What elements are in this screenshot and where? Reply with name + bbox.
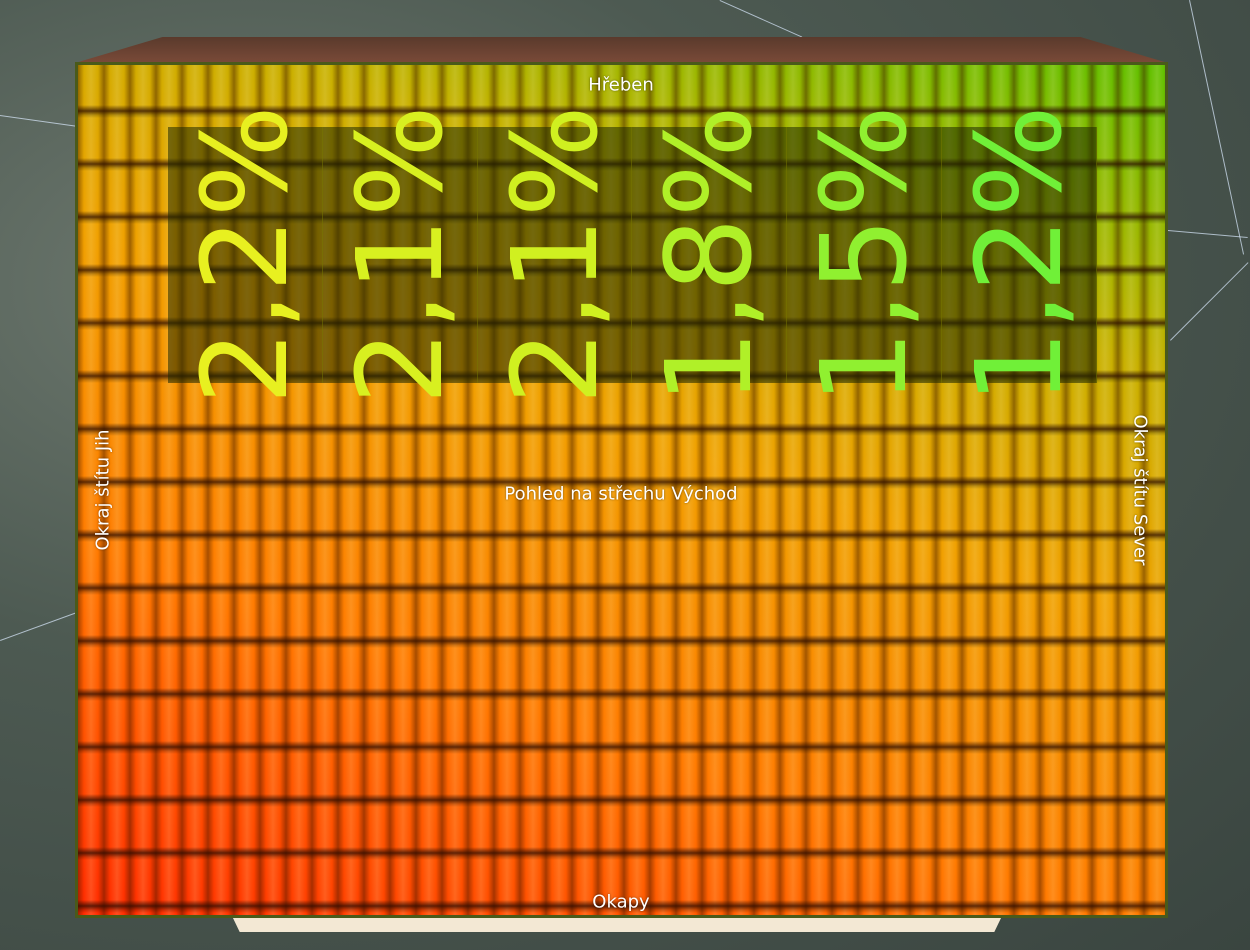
south-edge-label: Okraj štítu Jih — [92, 429, 114, 551]
panel: 2,1% — [478, 105, 633, 405]
panel: 1,5% — [787, 105, 943, 405]
panel-value: 1,8% — [640, 105, 779, 405]
panel-value: 2,2% — [175, 105, 314, 405]
roof-eave — [232, 916, 1002, 932]
panel-value: 2,1% — [330, 105, 469, 405]
guide-line — [0, 115, 80, 128]
guide-line — [1189, 0, 1245, 255]
panel: 2,2% — [168, 105, 323, 405]
panel-value: 2,1% — [485, 105, 624, 405]
guide-line — [1170, 262, 1249, 341]
panel: 2,1% — [323, 105, 478, 405]
view-label: Pohled na střechu Východ — [504, 483, 738, 505]
eave-label: Okapy — [592, 891, 650, 913]
guide-line — [0, 610, 81, 641]
panel-row: 2,2% 2,1% 2,1% 1,8% 1,5% 1,2% — [168, 105, 1097, 405]
north-edge-label: Okraj štítu Sever — [1129, 414, 1151, 566]
panel: 1,8% — [632, 105, 788, 405]
panel: 1,2% — [942, 105, 1097, 405]
guide-line — [1167, 230, 1248, 238]
guide-line — [719, 0, 803, 38]
roof-ridge — [75, 37, 1168, 63]
ridge-label: Hřeben — [588, 74, 654, 96]
panel-value: 1,5% — [795, 105, 934, 405]
panel-value: 1,2% — [950, 105, 1089, 405]
